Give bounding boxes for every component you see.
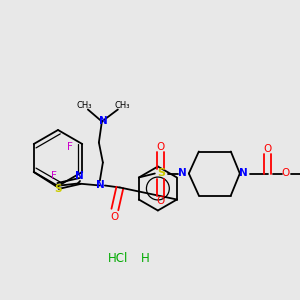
Text: O: O — [157, 196, 165, 206]
Text: O: O — [157, 142, 165, 152]
Text: F: F — [51, 171, 57, 181]
Text: O: O — [282, 169, 290, 178]
Text: N: N — [178, 169, 187, 178]
Text: N: N — [239, 169, 248, 178]
Text: S: S — [54, 184, 62, 194]
Text: CH₃: CH₃ — [76, 101, 92, 110]
Text: S: S — [157, 169, 165, 178]
Text: CH₃: CH₃ — [114, 101, 130, 110]
Text: H: H — [141, 251, 149, 265]
Text: N: N — [75, 171, 83, 181]
Text: N: N — [98, 116, 107, 125]
Text: HCl: HCl — [108, 251, 128, 265]
Text: F: F — [67, 142, 73, 152]
Text: O: O — [111, 212, 119, 221]
Text: O: O — [264, 143, 272, 154]
Text: N: N — [95, 181, 104, 190]
